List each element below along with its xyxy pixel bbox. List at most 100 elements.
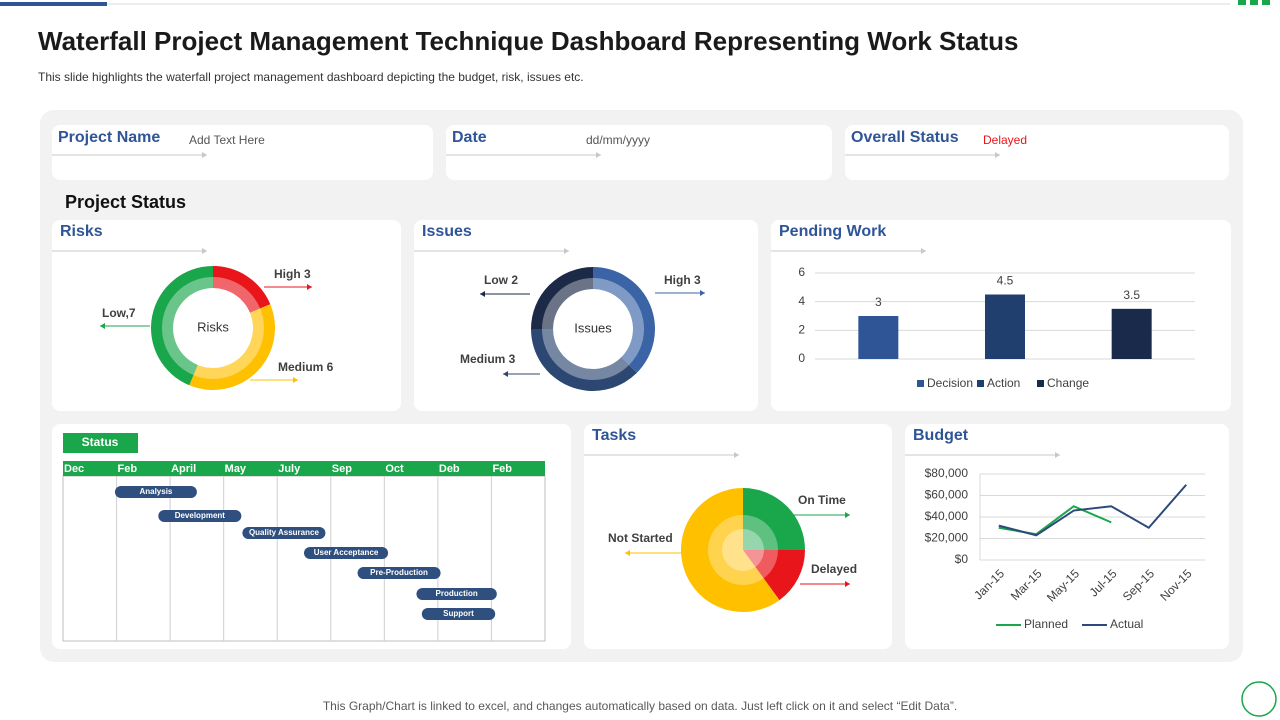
panel-title: Risks — [60, 223, 103, 240]
arrow-head — [596, 152, 601, 158]
corner-mark — [1262, 0, 1270, 5]
legend-swatch — [977, 380, 984, 387]
card-label: Date — [452, 129, 487, 146]
status-badge — [63, 433, 138, 453]
task-bar — [304, 547, 389, 559]
title: Waterfall Project Management Technique D… — [38, 26, 1018, 56]
subtitle: This slide highlights the waterfall proj… — [38, 70, 584, 84]
pie-glow — [708, 515, 778, 585]
segment — [743, 550, 805, 601]
task-label: Development — [175, 511, 226, 520]
panel — [446, 125, 832, 180]
corner-circle — [1241, 681, 1277, 717]
column-label: July — [278, 463, 301, 475]
arrow-head — [293, 377, 298, 383]
legend-swatch — [917, 380, 924, 387]
bar-value: 4.5 — [997, 274, 1014, 288]
segment-label: Not Started — [608, 531, 673, 545]
task-label: Support — [443, 609, 474, 618]
center-label: Risks — [197, 319, 229, 334]
donut-hole — [174, 289, 252, 367]
series-line — [998, 484, 1188, 537]
column-label: May — [225, 463, 247, 475]
panel-title: Budget — [913, 427, 969, 444]
y-tick-label: $60,000 — [925, 488, 969, 502]
segment — [213, 266, 271, 313]
y-tick-label: $0 — [955, 552, 969, 566]
footer: This Graph/Chart is linked to excel, and… — [323, 699, 957, 713]
segment — [189, 304, 275, 390]
column-label: Feb — [118, 463, 138, 475]
y-tick-label: 4 — [798, 294, 805, 308]
bar — [858, 316, 899, 359]
gantt-header — [63, 461, 545, 476]
bar — [1111, 308, 1152, 359]
panel — [845, 125, 1229, 180]
bar-value: 3 — [875, 295, 882, 309]
arrow-head — [845, 581, 850, 587]
segment-label: High 3 — [664, 273, 701, 287]
top-accent — [0, 2, 107, 6]
task-bar — [421, 608, 496, 620]
segment-inner — [193, 308, 264, 379]
arrow-head — [307, 284, 312, 290]
segment — [681, 488, 780, 612]
segment-inner — [542, 329, 630, 381]
column-label: Deb — [439, 463, 460, 475]
arrow-head — [480, 291, 485, 297]
bar — [985, 294, 1025, 359]
segment — [150, 266, 213, 386]
arrow-head — [845, 512, 850, 518]
arrow-head — [995, 152, 1000, 158]
segment-inner — [213, 277, 261, 313]
y-tick-label: 6 — [798, 265, 805, 279]
segment-label: Low,7 — [102, 306, 136, 320]
column-label: Feb — [492, 463, 512, 475]
arrow-head — [734, 452, 739, 458]
card-label: Project Name — [58, 129, 160, 146]
panel — [52, 125, 433, 180]
card-label: Overall Status — [851, 129, 959, 146]
column-label: April — [171, 463, 196, 475]
y-tick-label: 2 — [798, 323, 805, 337]
arrow-head — [202, 152, 207, 158]
segment — [531, 267, 593, 329]
arrow-head — [700, 290, 705, 296]
segment-label: Low 2 — [484, 273, 518, 287]
panel-title: Pending Work — [779, 223, 886, 240]
segment-label: Medium 6 — [278, 360, 334, 374]
donut-hole — [554, 290, 632, 368]
arrow-head — [564, 248, 569, 254]
panel-title: Tasks — [592, 427, 636, 444]
task-bar — [158, 510, 242, 522]
status-title: Status — [82, 435, 119, 449]
arrow-head — [503, 371, 508, 377]
segment-label: High 3 — [274, 267, 311, 281]
legend-label: Actual — [1110, 617, 1143, 631]
legend-label: Action — [987, 376, 1020, 390]
column-label: Sep — [332, 463, 352, 475]
y-tick-label: $80,000 — [925, 466, 969, 480]
arrow-head — [202, 248, 207, 254]
segment-label: Medium 3 — [460, 352, 516, 366]
panel — [905, 424, 1229, 649]
segment — [531, 329, 637, 391]
legend-label: Decision — [927, 376, 973, 390]
corner-mark — [1238, 0, 1246, 5]
column-label: Dec — [64, 463, 84, 475]
segment-inner — [593, 278, 645, 366]
y-tick-label: 0 — [798, 351, 805, 365]
segment-label: Delayed — [811, 562, 857, 576]
legend-swatch — [1037, 380, 1044, 387]
y-tick-label: $40,000 — [925, 509, 969, 523]
y-tick-label: $20,000 — [925, 531, 969, 545]
task-label: Pre-Production — [370, 568, 428, 577]
segment-inner — [161, 277, 213, 376]
column-label: Oct — [385, 463, 404, 475]
task-bar — [416, 588, 497, 600]
task-label: User Acceptance — [314, 548, 379, 557]
segment-inner — [542, 278, 593, 329]
task-bar — [242, 527, 326, 539]
task-bar — [357, 567, 441, 579]
